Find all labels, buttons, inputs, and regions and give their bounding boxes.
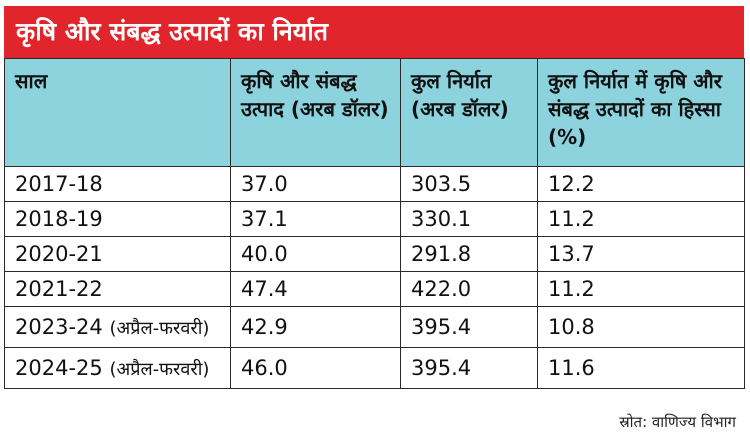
- year-cell: 2017-18: [4, 166, 231, 202]
- header-agri-exports: कृषि और संबद्ध उत्पाद (अरब डॉलर): [230, 58, 401, 167]
- export-table: साल कृषि और संबद्ध उत्पाद (अरब डॉलर) कुल…: [4, 58, 745, 389]
- share-cell: 11.6: [537, 347, 745, 389]
- year-period-note: (अप्रैल-फरवरी): [109, 317, 210, 339]
- table-row: 2023-24 (अप्रैल-फरवरी) 42.9 395.4 10.8: [4, 306, 745, 348]
- share-cell: 11.2: [537, 271, 745, 307]
- year-cell: 2024-25 (अप्रैल-फरवरी): [4, 347, 231, 389]
- table-row: 2021-22 47.4 422.0 11.2: [4, 271, 745, 307]
- agri-cell: 46.0: [230, 347, 401, 389]
- year-period-note: (अप्रैल-फरवरी): [109, 358, 210, 380]
- year-value: 2023-24: [15, 314, 103, 339]
- total-cell: 330.1: [400, 201, 538, 237]
- agri-cell: 37.0: [230, 166, 401, 202]
- year-cell: 2021-22: [4, 271, 231, 307]
- year-value: 2020-21: [15, 242, 103, 266]
- table-row: 2017-18 37.0 303.5 12.2: [4, 166, 745, 202]
- year-value: 2017-18: [15, 172, 103, 196]
- share-cell: 11.2: [537, 201, 745, 237]
- table-row: 2020-21 40.0 291.8 13.7: [4, 236, 745, 272]
- year-value: 2024-25: [15, 355, 103, 380]
- year-value: 2018-19: [15, 207, 103, 231]
- table-title: कृषि और संबद्ध उत्पादों का निर्यात: [4, 6, 744, 58]
- share-cell: 12.2: [537, 166, 745, 202]
- agri-cell: 37.1: [230, 201, 401, 237]
- total-cell: 303.5: [400, 166, 538, 202]
- header-share: कुल निर्यात में कृषि और संबद्ध उत्पादों …: [537, 58, 745, 167]
- year-cell: 2018-19: [4, 201, 231, 237]
- year-cell: 2023-24 (अप्रैल-फरवरी): [4, 306, 231, 348]
- table-row: 2024-25 (अप्रैल-फरवरी) 46.0 395.4 11.6: [4, 347, 745, 389]
- share-cell: 13.7: [537, 236, 745, 272]
- agri-cell: 42.9: [230, 306, 401, 348]
- source-note: स्रोत: वाणिज्य विभाग: [619, 413, 736, 431]
- header-row: साल कृषि और संबद्ध उत्पाद (अरब डॉलर) कुल…: [4, 58, 745, 167]
- year-cell: 2020-21: [4, 236, 231, 272]
- agri-cell: 40.0: [230, 236, 401, 272]
- total-cell: 422.0: [400, 271, 538, 307]
- header-total-exports: कुल निर्यात (अरब डॉलर): [400, 58, 538, 167]
- table-row: 2018-19 37.1 330.1 11.2: [4, 201, 745, 237]
- header-year: साल: [4, 58, 231, 167]
- total-cell: 395.4: [400, 347, 538, 389]
- share-cell: 10.8: [537, 306, 745, 348]
- total-cell: 395.4: [400, 306, 538, 348]
- agri-cell: 47.4: [230, 271, 401, 307]
- total-cell: 291.8: [400, 236, 538, 272]
- year-value: 2021-22: [15, 277, 103, 301]
